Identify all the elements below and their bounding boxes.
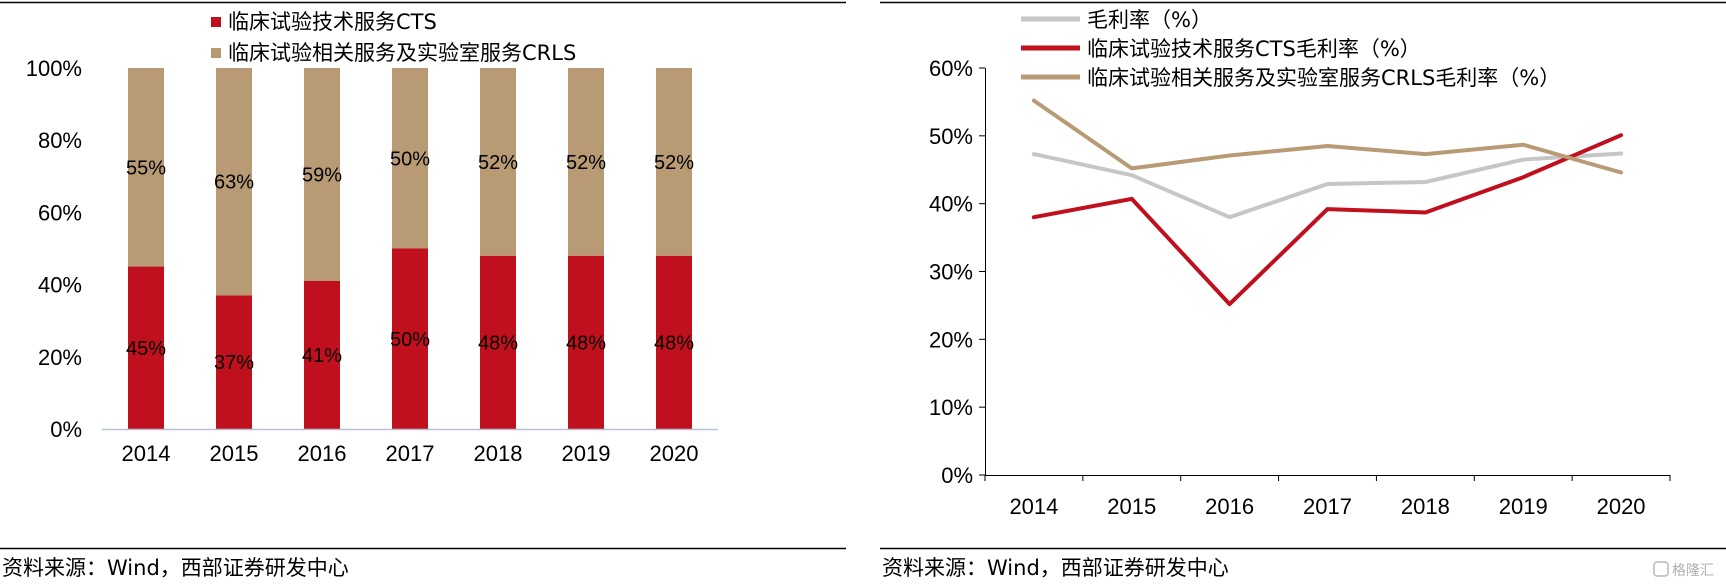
- right-x-tick-label: 2015: [1107, 494, 1156, 519]
- bar-data-label: 59%: [302, 164, 342, 186]
- left-legend-swatch: [211, 48, 221, 58]
- left-y-tick-label: 60%: [38, 200, 82, 225]
- bar-data-label: 48%: [566, 332, 606, 354]
- left-y-tick-label: 20%: [38, 345, 82, 370]
- line-series-1: [1031, 133, 1624, 307]
- bar-crls: [128, 68, 164, 267]
- right-legend-label: 临床试验技术服务CTS毛利率（%）: [1087, 37, 1421, 61]
- bar-crls: [216, 68, 252, 296]
- bar-cts: [392, 248, 428, 429]
- right-y-tick-label: 30%: [929, 260, 973, 285]
- watermark-icon: [1653, 561, 1669, 577]
- bar-data-label: 55%: [126, 157, 166, 179]
- left-legend-label: 临床试验技术服务CTS: [228, 10, 437, 34]
- bar-cts: [480, 255, 516, 429]
- right-x-tick-label: 2019: [1499, 494, 1548, 519]
- bar-data-label: 52%: [478, 152, 518, 174]
- bar-data-label: 41%: [302, 345, 342, 367]
- right-x-tick-label: 2017: [1303, 494, 1352, 519]
- left-legend-label: 临床试验相关服务及实验室服务CRLS: [228, 41, 576, 65]
- bar-data-label: 52%: [654, 152, 694, 174]
- bar-data-label: 52%: [566, 152, 606, 174]
- left-x-tick-label: 2016: [298, 441, 347, 466]
- bar-cts: [216, 295, 252, 429]
- bar-cts: [656, 255, 692, 429]
- left-y-tick-label: 80%: [38, 128, 82, 153]
- bar-cts: [568, 255, 604, 429]
- bar-data-label: 48%: [478, 332, 518, 354]
- right-x-tick-label: 2016: [1205, 494, 1254, 519]
- left-x-tick-label: 2020: [650, 441, 699, 466]
- line-series-0: [1031, 151, 1624, 220]
- line-series-2: [1031, 98, 1624, 175]
- bar-data-label: 37%: [214, 352, 254, 374]
- right-x-tick-label: 2020: [1597, 494, 1646, 519]
- left-x-tick-label: 2019: [562, 441, 611, 466]
- left-stacked-bar-chart: 0% 20% 40% 60% 80% 100% 45% 55% 2014 37% 63% 2015 41…: [26, 10, 718, 466]
- left-y-tick-label: 100%: [26, 56, 82, 81]
- right-y-tick-label: 60%: [929, 56, 973, 81]
- bar-crls: [656, 68, 692, 256]
- left-source-note: 资料来源：Wind，西部证券研发中心: [2, 556, 349, 580]
- bar-cts: [304, 280, 340, 429]
- right-x-tick-label: 2018: [1401, 494, 1450, 519]
- right-y-tick-label: 20%: [929, 327, 973, 352]
- left-x-tick-label: 2015: [210, 441, 259, 466]
- bar-crls: [392, 68, 428, 249]
- right-y-tick-label: 10%: [929, 395, 973, 420]
- right-y-tick-label: 50%: [929, 124, 973, 149]
- left-y-tick-label: 0%: [50, 417, 82, 442]
- bar-data-label: 50%: [390, 329, 430, 351]
- right-line-chart: 0% 10% 20% 30% 40% 50% 60% 2014 2015 2016 2017 2018…: [929, 8, 1671, 519]
- bar-data-label: 45%: [126, 338, 166, 360]
- left-y-tick-label: 40%: [38, 273, 82, 298]
- bar-crls: [568, 68, 604, 256]
- bar-data-label: 50%: [390, 148, 430, 170]
- bar-crls: [480, 68, 516, 256]
- right-x-tick-label: 2014: [1009, 494, 1058, 519]
- left-x-tick-label: 2017: [386, 441, 435, 466]
- watermark-text: 格隆汇: [1672, 563, 1714, 579]
- right-y-tick-label: 40%: [929, 192, 973, 217]
- bar-data-label: 63%: [214, 172, 254, 194]
- bar-cts: [128, 266, 164, 429]
- bar-data-label: 48%: [654, 332, 694, 354]
- right-legend-label: 毛利率（%）: [1087, 8, 1212, 32]
- right-source-note: 资料来源：Wind，西部证券研发中心: [882, 556, 1229, 580]
- left-x-tick-label: 2018: [474, 441, 523, 466]
- right-y-tick-label: 0%: [941, 463, 973, 488]
- left-x-tick-label: 2014: [122, 441, 171, 466]
- right-legend-label: 临床试验相关服务及实验室服务CRLS毛利率（%）: [1087, 66, 1560, 90]
- watermark-logo: 格隆汇: [1653, 561, 1714, 579]
- bar-crls: [304, 68, 340, 281]
- left-legend-swatch: [211, 17, 221, 27]
